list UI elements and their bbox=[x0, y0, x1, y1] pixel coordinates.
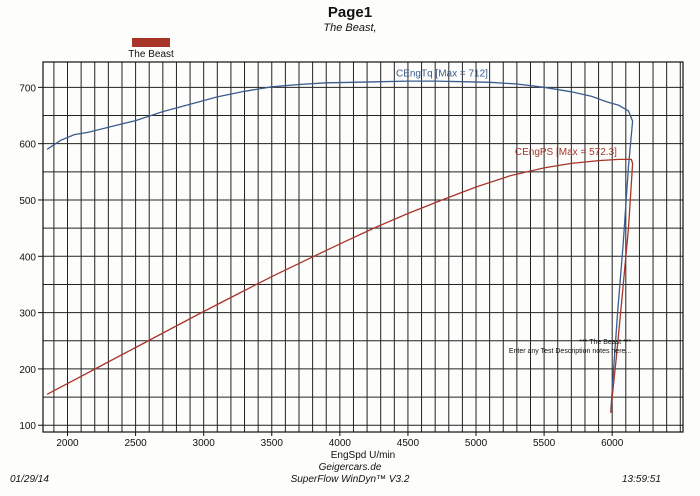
footer-software: SuperFlow WinDyn™ V3.2 bbox=[290, 474, 410, 485]
x-axis-label: EngSpd U/min bbox=[331, 450, 395, 461]
chart-grid bbox=[43, 62, 683, 432]
series-line-cengtq bbox=[46, 80, 634, 412]
legend: The Beast bbox=[120, 38, 182, 60]
y-tick-label: 500 bbox=[19, 196, 36, 207]
y-tick-label: 300 bbox=[19, 309, 36, 320]
series-lines bbox=[46, 80, 634, 413]
y-tick-label: 600 bbox=[19, 140, 36, 151]
footer-site: Geigercars.de bbox=[318, 462, 382, 473]
print-date: 01/29/14 bbox=[10, 474, 49, 485]
x-tick-label: 6000 bbox=[601, 438, 624, 449]
series-annotation-cengtq: CEngTq [Max = 712] bbox=[396, 69, 488, 80]
x-tick-label: 2000 bbox=[56, 438, 79, 449]
x-tick-label: 5000 bbox=[465, 438, 488, 449]
legend-label: The Beast bbox=[128, 49, 174, 60]
page-title: Page1 bbox=[327, 4, 373, 21]
y-tick-label: 200 bbox=[19, 365, 36, 376]
y-tick-label: 100 bbox=[19, 421, 36, 432]
x-tick-label: 2500 bbox=[124, 438, 147, 449]
x-tick-label: 5500 bbox=[533, 438, 556, 449]
x-tick-label: 3000 bbox=[193, 438, 216, 449]
x-tick-label: 3500 bbox=[261, 438, 284, 449]
legend-swatch bbox=[132, 38, 170, 47]
y-tick-label: 400 bbox=[19, 252, 36, 263]
x-tick-label: 4500 bbox=[397, 438, 420, 449]
x-tick-label: 4000 bbox=[329, 438, 352, 449]
test-note-text: Enter any Test Description notes here... bbox=[509, 348, 631, 355]
x-axis-ticks: 2000 2500 3000 3500 4000 4500 5000 5500 6000 bbox=[56, 432, 624, 449]
y-axis-ticks: 100 200 300 400 500 600 700 bbox=[19, 83, 43, 432]
series-line-cengps bbox=[46, 158, 634, 413]
plot-frame bbox=[42, 61, 684, 433]
test-note-title: *** The Beast *** bbox=[579, 339, 631, 346]
y-tick-label: 700 bbox=[19, 83, 36, 94]
series-annotation-cengps: CEngPS [Max = 572.3] bbox=[515, 147, 617, 158]
series-annotations: CEngTq [Max = 712] CEngPS [Max = 572.3] bbox=[396, 69, 617, 158]
print-time: 13:59:51 bbox=[622, 474, 661, 485]
page-subtitle: The Beast, bbox=[323, 22, 377, 34]
